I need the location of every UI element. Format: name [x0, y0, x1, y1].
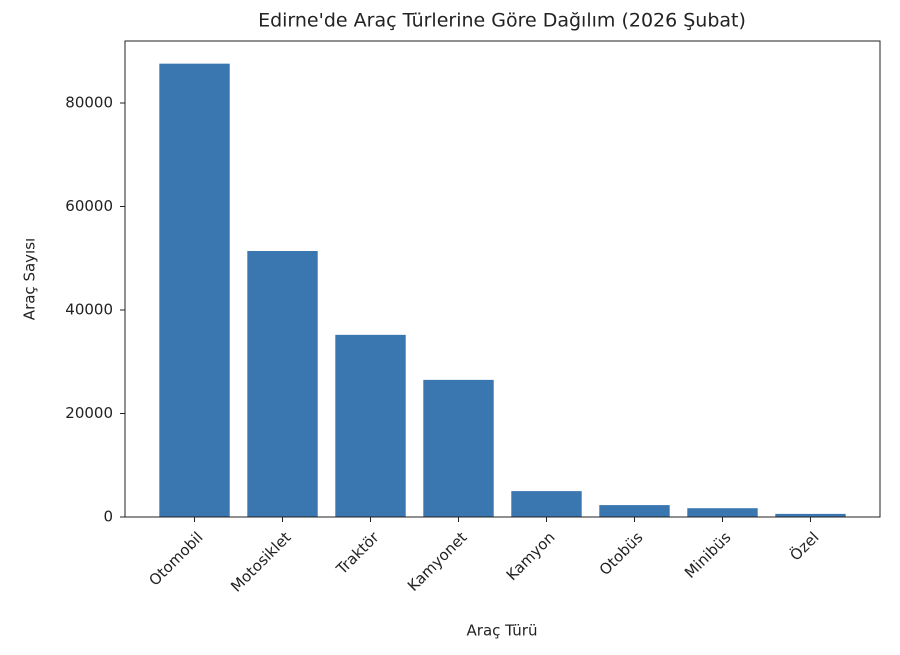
y-tick-label: 0	[103, 508, 113, 526]
x-tick-label: Kamyonet	[404, 528, 471, 595]
chart-title: Edirne'de Araç Türlerine Göre Dağılım (2…	[258, 10, 746, 32]
bar	[423, 379, 494, 517]
y-tick-label: 80000	[65, 93, 113, 111]
bar	[687, 508, 758, 517]
y-tick-label: 20000	[65, 404, 113, 422]
x-tick-label: Motosiklet	[227, 528, 294, 595]
x-tick-label: Traktör	[332, 528, 383, 579]
bar	[335, 334, 406, 517]
bar	[599, 505, 670, 517]
x-tick-label: Otomobil	[145, 528, 206, 589]
y-tick-label: 60000	[65, 197, 113, 215]
bar	[775, 513, 846, 517]
bar	[159, 63, 230, 518]
x-tick-label: Özel	[786, 528, 823, 565]
y-axis-label: Araç Sayısı	[21, 238, 39, 320]
bar	[511, 491, 582, 517]
bar	[247, 251, 318, 517]
x-tick-label: Minibüs	[681, 528, 735, 582]
y-tick-label: 40000	[65, 300, 113, 318]
x-tick-label: Otobüs	[596, 528, 647, 579]
x-tick-label: Kamyon	[503, 528, 559, 584]
plot-frame	[124, 40, 881, 518]
x-axis-label: Araç Türü	[467, 622, 538, 640]
